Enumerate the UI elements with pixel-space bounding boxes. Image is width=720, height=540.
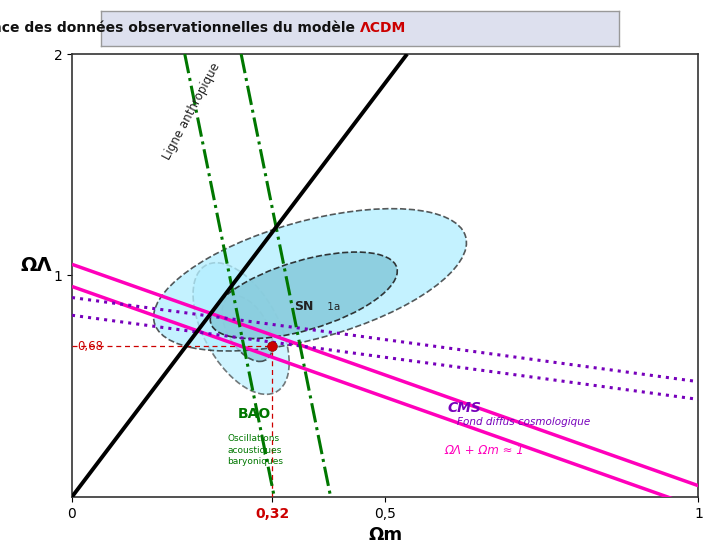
Text: Concordance des données observationnelles du modèle: Concordance des données observationnelle…: [0, 22, 360, 35]
Ellipse shape: [193, 263, 289, 394]
X-axis label: Ωm: Ωm: [368, 526, 402, 540]
Text: ΩΛ + Ωm ≈ 1: ΩΛ + Ωm ≈ 1: [445, 444, 524, 457]
Text: Ligne anthropique: Ligne anthropique: [161, 60, 222, 161]
Ellipse shape: [210, 252, 397, 339]
Text: 1a: 1a: [325, 302, 341, 312]
Ellipse shape: [153, 208, 467, 351]
Text: ΛCDM: ΛCDM: [360, 22, 406, 35]
Text: SN: SN: [294, 300, 314, 313]
Text: Oscillations
acoustiques
baryoniques: Oscillations acoustiques baryoniques: [228, 434, 284, 467]
Y-axis label: ΩΛ: ΩΛ: [21, 256, 53, 275]
Text: 0,68: 0,68: [77, 340, 103, 353]
Text: Fond diffus cosmologique: Fond diffus cosmologique: [457, 417, 590, 427]
Text: CMS: CMS: [448, 401, 482, 415]
Ellipse shape: [222, 295, 273, 361]
Text: BAO: BAO: [238, 407, 271, 421]
